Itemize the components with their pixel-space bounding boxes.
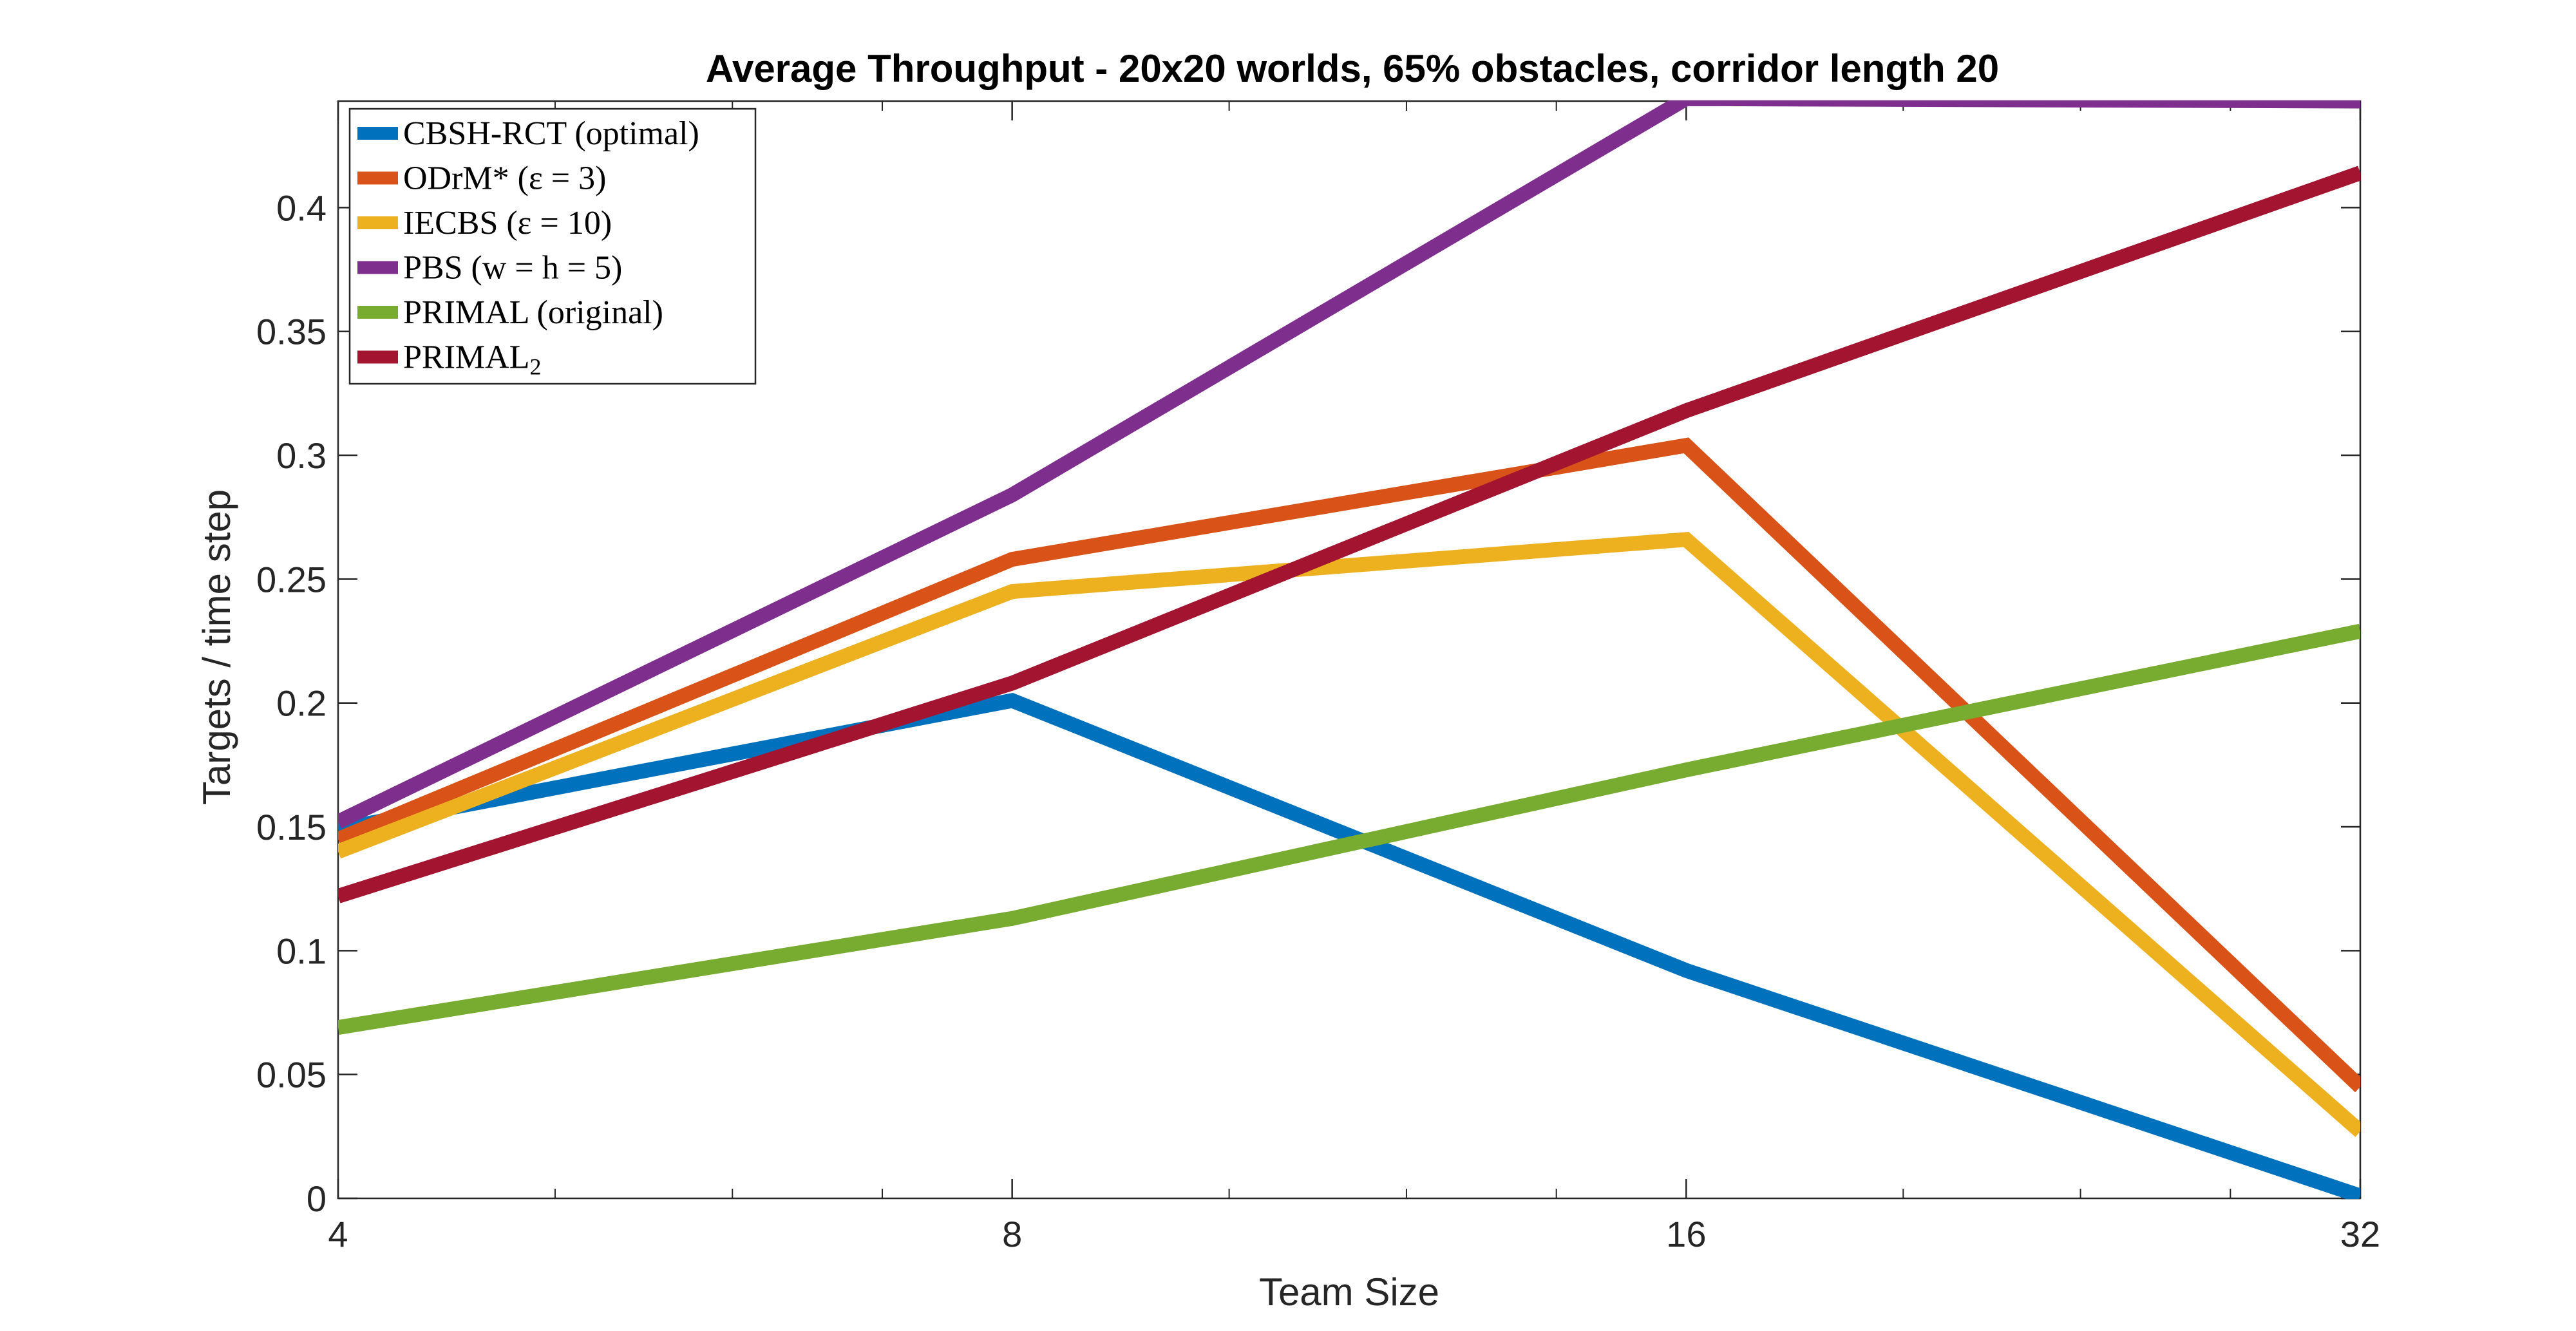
legend-label-subscript: 2 xyxy=(529,354,541,380)
series-line-cbsh-rct-optimal xyxy=(338,692,2360,1199)
y-tick-label: 0.4 xyxy=(276,187,327,228)
x-tick-label: 4 xyxy=(328,1214,348,1254)
y-tick-label: 0.3 xyxy=(276,435,327,476)
x-axis-ticks: 4 8 16 32 xyxy=(328,101,2380,1254)
legend-label: PRIMAL (original) xyxy=(403,294,663,331)
series-line-primal2 xyxy=(338,165,2360,903)
chart-title: Average Throughput - 20x20 worlds, 65% o… xyxy=(706,47,1999,90)
legend-label: IECBS (ε = 10) xyxy=(403,205,612,241)
legend: CBSH-RCT (optimal) ODrM* (ε = 3) IECBS (ε … xyxy=(348,108,757,385)
series-line-iecbs-10 xyxy=(338,531,2360,1137)
legend-label: CBSH-RCT (optimal) xyxy=(403,115,699,152)
x-axis-label: Team Size xyxy=(1259,1270,1439,1314)
legend-box xyxy=(348,108,757,385)
x-tick-label: 8 xyxy=(1002,1214,1022,1254)
y-axis-label: Targets / time step xyxy=(195,489,238,805)
series-lines xyxy=(338,100,2360,1199)
series-line-primal-original xyxy=(338,623,2360,1035)
legend-label: PRIMAL2 xyxy=(403,339,541,380)
y-tick-label: 0.25 xyxy=(256,559,327,599)
series-line-odrm-3 xyxy=(338,437,2360,1093)
y-tick-label: 0 xyxy=(307,1178,327,1219)
series-line-pbs-w-h-5 xyxy=(338,100,2360,829)
x-tick-label: 32 xyxy=(2340,1214,2380,1254)
legend-label: ODrM* (ε = 3) xyxy=(403,160,606,197)
x-tick-label: 16 xyxy=(1666,1214,1706,1254)
y-tick-label: 0.2 xyxy=(276,683,327,724)
y-tick-label: 0.35 xyxy=(256,312,327,352)
y-tick-label: 0.05 xyxy=(256,1055,327,1095)
y-tick-label: 0.15 xyxy=(256,807,327,847)
legend-label: PBS (w = h = 5) xyxy=(403,250,622,287)
y-tick-label: 0.1 xyxy=(276,930,327,971)
y-axis-ticks: 0 0.05 0.1 0.15 0.2 0.25 0.3 0.35 0.4 xyxy=(256,187,2360,1219)
